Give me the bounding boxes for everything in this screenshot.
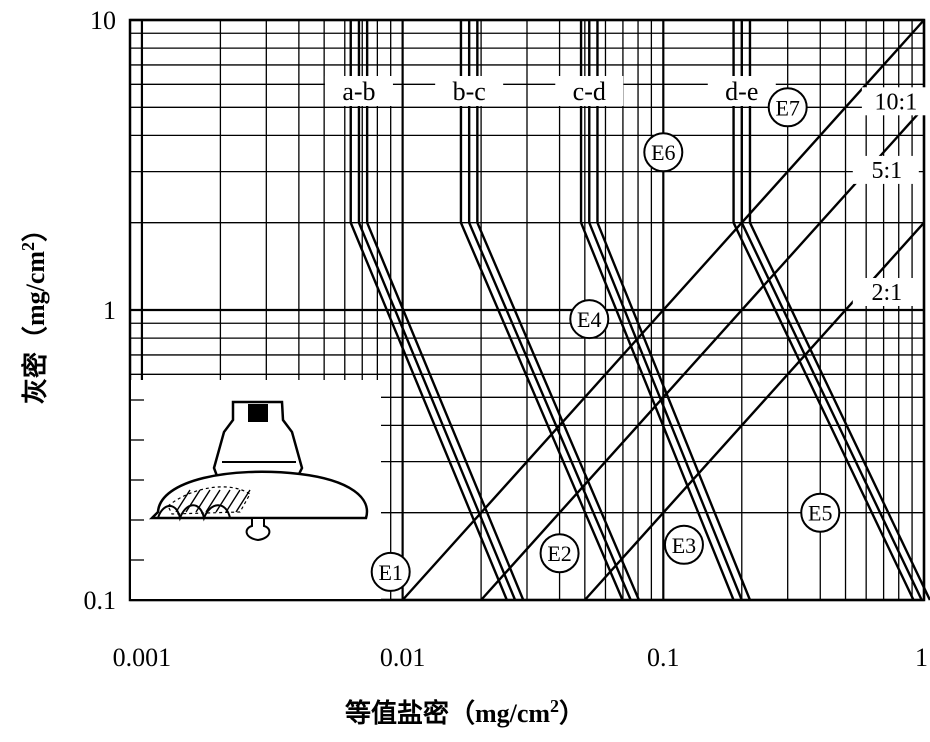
zone-label: E4 (577, 307, 601, 332)
band-label: d-e (725, 77, 758, 106)
band-label-bg (435, 76, 504, 106)
band-label-bg (324, 76, 393, 106)
insulator-hatch (167, 486, 251, 515)
band-label: b-c (453, 77, 486, 106)
ratio-label: 5:1 (871, 158, 902, 184)
insulator-pin (245, 517, 271, 542)
y-tick-label: 10 (90, 6, 116, 35)
zone-circle (539, 533, 580, 574)
band-label: a-b (342, 77, 375, 106)
tick-labels: 0.001 0.01 0.1 1 0.1 1 10 (84, 6, 929, 672)
insulator-hatch-line (175, 489, 191, 513)
y-tick-label: 0.1 (84, 586, 117, 615)
insulator-hatch-line (215, 489, 231, 513)
zone-circle (370, 551, 411, 592)
ratio-line (480, 106, 925, 601)
zone-label: E6 (651, 140, 675, 165)
y-axis-label-sup: 2 (18, 242, 38, 251)
zone-label: E2 (547, 541, 571, 566)
plot-frame (128, 18, 926, 602)
ratio-label: 10:1 (875, 89, 918, 115)
zone-circle (663, 524, 704, 565)
zone-circle (767, 87, 808, 128)
ratio-label-bg (852, 277, 919, 306)
band-label-bg (707, 76, 776, 106)
y-axis-label-text: 灰密（ (20, 326, 50, 404)
band-label: c-d (573, 77, 606, 106)
x-axis-label-unit: mg/cm (475, 699, 550, 728)
x-tick-label: 0.1 (647, 643, 680, 672)
zone-label: E7 (775, 95, 799, 120)
y-axis-label: 灰密（mg/cm2） (18, 216, 50, 404)
x-axis-label: 等值盐密（mg/cm2） (345, 696, 585, 728)
chart-labels: a-b b-c c-d d-e 10:1 5:1 2:1 E1 E2 E3 E4 E5 E6 E7 (324, 76, 928, 592)
x-tick-label: 0.01 (380, 643, 426, 672)
zone-label: E3 (672, 533, 696, 558)
zone-label: E5 (808, 501, 832, 526)
zone-circle (800, 492, 841, 533)
insulator-inset (131, 380, 381, 599)
ratio-line (401, 19, 925, 601)
y-tick-label: 1 (103, 296, 116, 325)
zone-label: E1 (378, 560, 402, 585)
band-label-bg (555, 76, 624, 106)
x-tick-label: 1 (915, 643, 928, 672)
zone-circle (569, 299, 610, 340)
insulator-hatch-line (225, 489, 241, 513)
zone-circle (643, 132, 684, 173)
y-axis-label-unit: mg/cm (21, 251, 50, 326)
insulator-hatch-line (235, 489, 251, 513)
ratio-label: 2:1 (871, 280, 902, 306)
x-axis-label-sup: 2 (550, 696, 559, 716)
insulator-socket (248, 404, 268, 422)
y-axis-label-close: ） (21, 216, 50, 242)
insulator-hatch-line (195, 489, 211, 513)
x-axis-label-text: 等值盐密（ (345, 698, 475, 728)
x-tick-label: 0.001 (113, 643, 172, 672)
insulator-shed (148, 470, 369, 520)
insulator-ribs (157, 504, 231, 522)
insulator-hatch-line (205, 489, 221, 513)
insulator-hatch-line (185, 489, 201, 513)
x-axis-label-close: ） (559, 699, 585, 728)
ratio-label-bg (852, 155, 919, 184)
ratio-label-bg (861, 87, 928, 116)
